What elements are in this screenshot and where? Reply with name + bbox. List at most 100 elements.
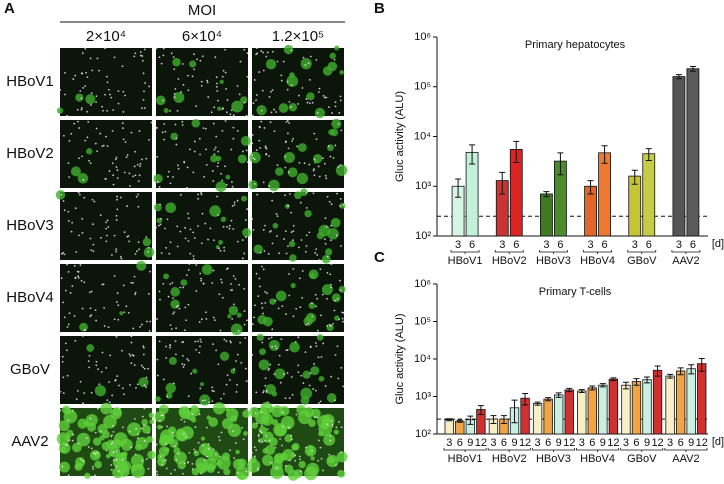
- nucleus: [165, 443, 168, 446]
- nucleus: [125, 305, 128, 308]
- nucleus: [339, 245, 342, 247]
- nucleus: [335, 234, 338, 237]
- nucleus: [271, 242, 274, 245]
- cell-green: [283, 151, 295, 163]
- day-label: 6: [545, 437, 551, 449]
- nucleus: [66, 263, 68, 266]
- micrograph: [59, 335, 152, 405]
- nucleus: [213, 153, 216, 156]
- nucleus: [284, 465, 287, 467]
- nucleus: [232, 228, 235, 230]
- nucleus: [118, 407, 121, 410]
- nucleus: [124, 141, 127, 143]
- moi-header: MOI: [188, 2, 216, 19]
- cell-green: [305, 312, 317, 324]
- nucleus: [135, 386, 137, 389]
- error-bar: [500, 415, 507, 425]
- nucleus: [268, 155, 270, 157]
- nucleus: [61, 355, 64, 358]
- cell-green: [330, 217, 341, 228]
- nucleus: [96, 57, 99, 60]
- cell-green: [287, 167, 298, 178]
- nucleus: [284, 155, 287, 158]
- error-bar: [644, 376, 651, 384]
- nucleus: [120, 257, 123, 260]
- micrograph: [60, 260, 152, 332]
- nucleus: [236, 199, 239, 202]
- nucleus: [178, 307, 181, 310]
- nucleus: [73, 122, 76, 125]
- nucleus: [232, 137, 235, 140]
- nucleus: [262, 229, 265, 231]
- nucleus: [325, 177, 328, 180]
- nucleus: [132, 281, 135, 284]
- nucleus: [79, 264, 82, 266]
- nucleus: [333, 58, 336, 61]
- nucleus: [200, 80, 203, 83]
- nucleus: [113, 234, 116, 237]
- nucleus: [114, 379, 117, 382]
- nucleus: [142, 72, 145, 75]
- nucleus: [260, 411, 263, 413]
- nucleus: [92, 250, 95, 253]
- nucleus: [192, 231, 195, 234]
- day-label: 9: [511, 437, 517, 449]
- nucleus: [183, 420, 186, 423]
- nucleus: [294, 454, 296, 457]
- nucleus: [201, 212, 204, 215]
- nucleus: [187, 217, 190, 220]
- nucleus: [158, 290, 161, 293]
- nucleus: [336, 345, 339, 348]
- nucleus: [206, 81, 209, 84]
- nucleus: [241, 426, 244, 429]
- nucleus: [334, 354, 337, 356]
- nucleus: [332, 157, 335, 159]
- nucleus: [111, 441, 114, 444]
- bar: [554, 394, 564, 435]
- cell-green: [142, 237, 152, 247]
- nucleus: [328, 453, 331, 456]
- y-tick-label: 10⁴: [414, 353, 431, 365]
- nucleus: [124, 94, 127, 97]
- nucleus: [323, 238, 326, 241]
- nucleus: [273, 130, 276, 133]
- bar: [652, 369, 663, 435]
- nucleus: [255, 391, 258, 394]
- nucleus: [221, 75, 224, 78]
- nucleus: [63, 209, 66, 212]
- nucleus: [80, 72, 83, 75]
- nucleus: [125, 156, 128, 159]
- nucleus: [304, 64, 307, 66]
- nucleus: [212, 448, 215, 451]
- cell-green: [147, 450, 156, 460]
- micrograph: [56, 47, 152, 117]
- nucleus: [262, 51, 265, 54]
- nucleus: [309, 102, 311, 105]
- nucleus: [141, 323, 143, 326]
- nucleus: [77, 442, 80, 445]
- bar: [686, 368, 696, 435]
- nucleus: [64, 342, 67, 345]
- cell-green: [173, 451, 187, 465]
- nucleus: [231, 185, 234, 188]
- nucleus: [206, 455, 209, 458]
- nucleus: [129, 384, 131, 386]
- nucleus: [271, 328, 274, 331]
- nucleus: [229, 379, 231, 381]
- nucleus: [200, 472, 203, 475]
- nucleus: [261, 89, 264, 92]
- y-tick-label: 10⁶: [414, 278, 431, 290]
- cell-green: [327, 144, 334, 152]
- y-tick-label: 10⁵: [414, 81, 431, 93]
- nucleus: [181, 354, 184, 357]
- nucleus: [95, 95, 98, 98]
- nucleus: [221, 129, 224, 132]
- error-bar: [675, 74, 682, 80]
- cell-green: [298, 460, 306, 469]
- nucleus: [121, 349, 123, 352]
- nucleus: [330, 203, 333, 206]
- nucleus: [258, 125, 261, 128]
- group-label: HBoV2: [492, 255, 527, 267]
- nucleus: [80, 97, 83, 100]
- nucleus: [62, 376, 65, 379]
